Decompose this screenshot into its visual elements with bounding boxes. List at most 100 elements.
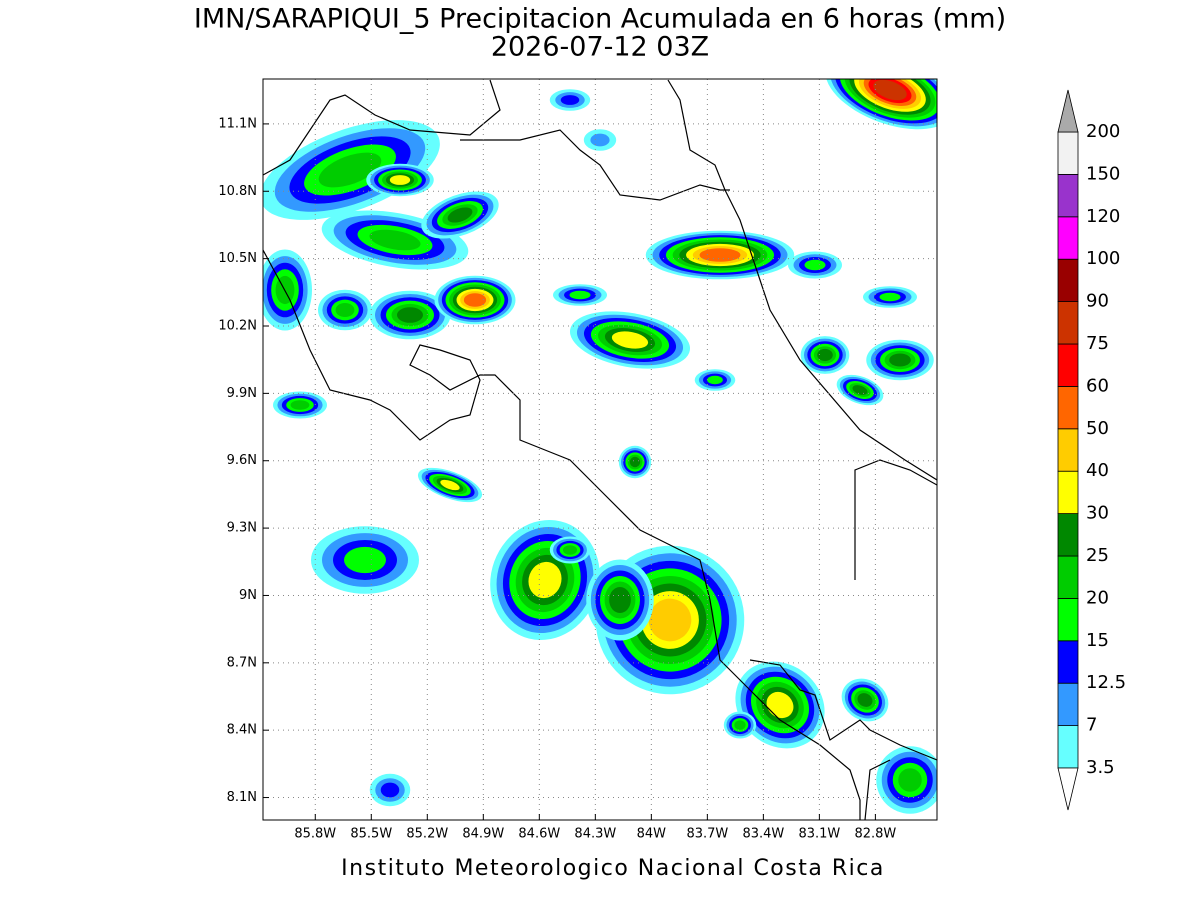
colorbar-label: 15 (1086, 630, 1109, 651)
colorbar-segment (1057, 682, 1079, 727)
coastline (667, 79, 937, 481)
rain-contour (804, 259, 826, 271)
rain-contour (611, 331, 649, 349)
y-tick-label: 9.6N (227, 453, 257, 468)
colorbar-segment (1057, 598, 1079, 642)
x-tick-label: 83.1W (798, 827, 840, 842)
y-tick-label: 8.4N (227, 723, 257, 738)
rain-contour (560, 95, 580, 105)
colorbar-label: 7 (1086, 715, 1097, 736)
colorbar-segment (1057, 725, 1079, 769)
rain-contour (389, 175, 411, 185)
rain-contour (590, 133, 610, 147)
colorbar-high-end (1057, 89, 1079, 133)
rain-contour (344, 546, 386, 574)
title: IMN/SARAPIQUI_5 Precipitacion Acumulada … (194, 4, 1006, 35)
coastline (263, 79, 501, 176)
y-tick-label: 10.5N (218, 251, 257, 266)
map-frame (262, 78, 938, 821)
x-tick-label: 85.5W (350, 827, 392, 842)
x-tick-label: 83.7W (686, 827, 728, 842)
footer: Instituto Meteorologico Nacional Costa R… (341, 856, 885, 881)
colorbar-segment (1057, 470, 1079, 515)
colorbar: 3.5 7 12.5 15 20 25 30 40 50 60 75 90 100 120 150 200 (1057, 89, 1126, 811)
colorbar-segment (1057, 301, 1079, 345)
x-tick-label: 84.3W (574, 827, 616, 842)
rain-contour (528, 561, 562, 599)
rain-contour (699, 248, 741, 262)
x-tick-label: 84.9W (462, 827, 504, 842)
rain-contour (369, 229, 421, 251)
y-tick-label: 8.7N (227, 655, 257, 670)
border (460, 129, 730, 201)
colorbar-label: 90 (1086, 291, 1109, 312)
colorbar-label: 75 (1086, 333, 1109, 354)
colorbar-segment (1057, 640, 1079, 684)
y-tick-label: 10.8N (218, 184, 257, 199)
colorbar-segment (1057, 555, 1079, 599)
rain-contour (380, 782, 400, 798)
rain-contour (562, 545, 578, 555)
x-tick-label: 84.6W (518, 827, 560, 842)
y-tick-label: 10.2N (218, 319, 257, 334)
rain-contour (889, 353, 911, 367)
rain-contour (734, 720, 746, 730)
x-tick-label: 83.4W (742, 827, 784, 842)
rain-contour (318, 152, 382, 188)
colorbar-label: 100 (1086, 248, 1120, 269)
rain-contour (857, 693, 873, 707)
rain-contour (707, 375, 723, 385)
rain-contour (609, 587, 631, 613)
colorbar-segment (1057, 216, 1079, 260)
coastline (263, 249, 861, 820)
rain-contour (873, 79, 907, 101)
rain-contour (852, 385, 868, 395)
y-tick-label: 9N (239, 588, 257, 603)
colorbar-label: 50 (1086, 418, 1109, 439)
rain-contour (879, 292, 901, 302)
colorbar-label: 200 (1086, 121, 1120, 142)
coastlines (263, 79, 937, 820)
y-tick-label: 9.3N (227, 521, 257, 536)
x-tick-label: 85.2W (406, 827, 448, 842)
rain-contour (569, 290, 591, 300)
rain-contour (766, 691, 794, 719)
colorbar-low-end (1057, 767, 1079, 811)
colorbar-label: 25 (1086, 545, 1109, 566)
colorbar-segment (1057, 385, 1079, 430)
rain-contour (629, 456, 641, 468)
x-tick-label: 84W (637, 827, 667, 842)
colorbar-segment (1057, 258, 1079, 303)
grid: 85.8W 85.5W 85.2W 84.9W 84.6W 84.3W 84W 83.7W 83… (218, 79, 937, 842)
rain-contour (290, 400, 310, 410)
colorbar-label: 60 (1086, 375, 1109, 396)
colorbar-segment (1057, 131, 1079, 175)
x-tick-label: 85.8W (294, 827, 336, 842)
colorbar-label: 12.5 (1086, 672, 1126, 693)
y-tick-label: 9.9N (227, 386, 257, 401)
border (749, 659, 937, 761)
colorbar-label: 30 (1086, 503, 1109, 524)
colorbar-segment (1057, 428, 1079, 472)
rain-contour (463, 293, 487, 307)
coastline (864, 759, 891, 820)
rain-contour (648, 598, 692, 642)
y-tick-label: 11.1N (218, 116, 257, 131)
border (854, 459, 937, 580)
colorbar-label: 40 (1086, 460, 1109, 481)
colorbar-label: 20 (1086, 587, 1109, 608)
colorbar-segment (1057, 513, 1079, 557)
colorbar-segment (1057, 343, 1079, 387)
x-tick-label: 82.8W (854, 827, 896, 842)
colorbar-segment (1057, 173, 1079, 218)
rain-contour (335, 302, 355, 318)
rain-contour (440, 479, 460, 491)
rain-contour (397, 307, 423, 323)
precipitation-field (263, 79, 937, 814)
colorbar-label: 150 (1086, 163, 1120, 184)
colorbar-label: 3.5 (1086, 757, 1115, 778)
subtitle: 2026-07-12 03Z (491, 32, 709, 63)
rain-contour (447, 207, 473, 223)
colorbar-label: 120 (1086, 206, 1120, 227)
